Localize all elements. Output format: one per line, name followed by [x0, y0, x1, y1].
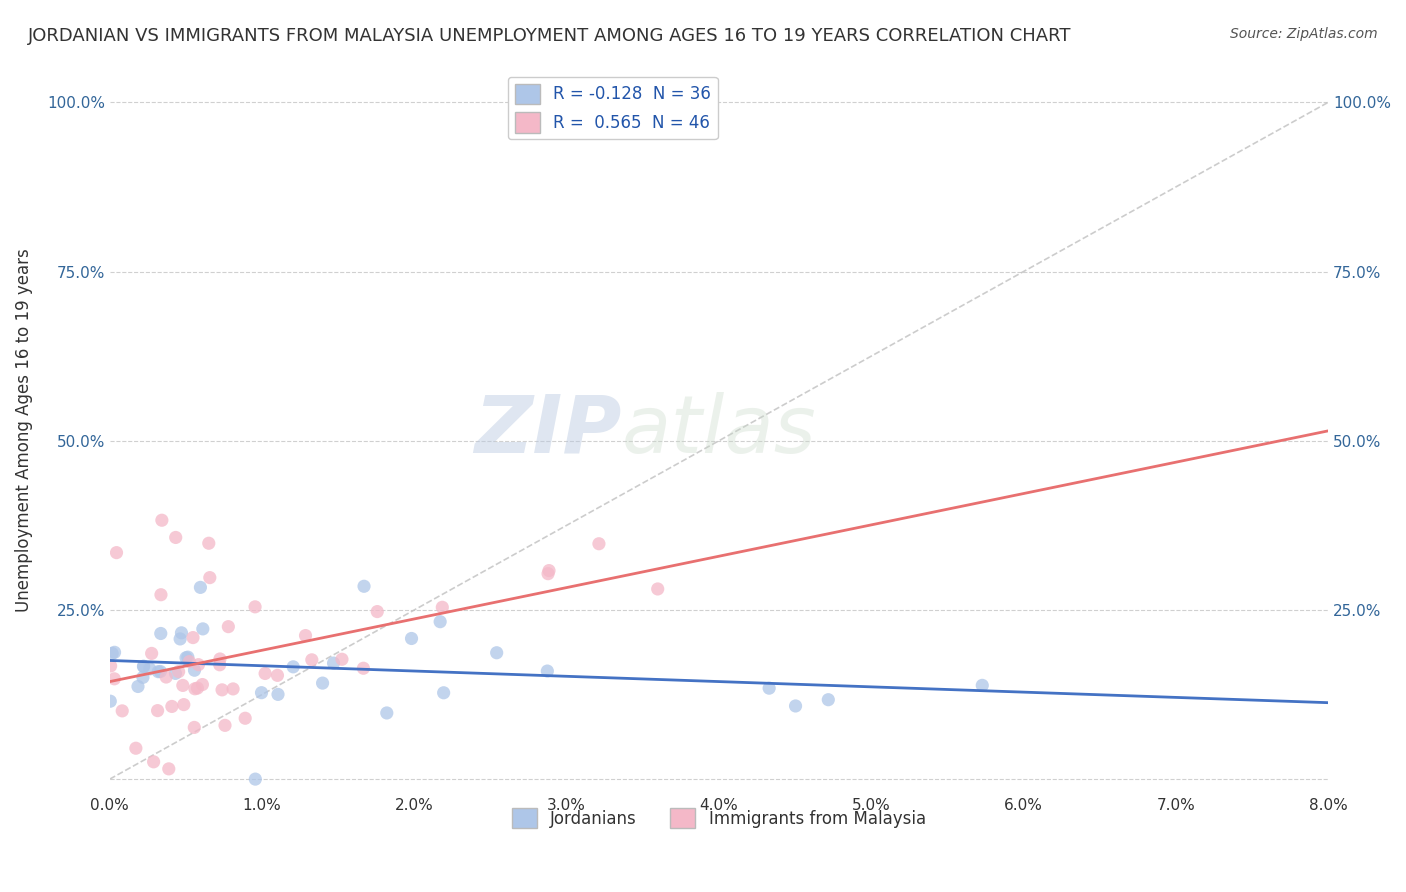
Point: [433, 686, 456, 700]
Point: [183, 663, 205, 677]
Point: [366, 605, 388, 619]
Point: [243, 599, 266, 614]
Point: [146, 704, 169, 718]
Point: [170, 625, 193, 640]
Point: [167, 665, 190, 679]
Point: [190, 581, 212, 595]
Point: [588, 537, 610, 551]
Point: [311, 676, 333, 690]
Point: [157, 762, 180, 776]
Point: [214, 718, 236, 732]
Point: [208, 652, 231, 666]
Point: [174, 650, 197, 665]
Point: [197, 536, 219, 550]
Point: [98, 694, 121, 708]
Point: [150, 513, 173, 527]
Point: [160, 699, 183, 714]
Point: [972, 678, 994, 692]
Point: [222, 681, 245, 696]
Point: [330, 652, 353, 666]
Point: [294, 629, 316, 643]
Point: [322, 656, 344, 670]
Y-axis label: Unemployment Among Ages 16 to 19 years: Unemployment Among Ages 16 to 19 years: [15, 249, 32, 613]
Point: [132, 670, 155, 684]
Point: [267, 687, 290, 701]
Point: [301, 653, 323, 667]
Point: [191, 622, 214, 636]
Point: [266, 668, 288, 682]
Point: [401, 632, 423, 646]
Point: [173, 698, 195, 712]
Point: [785, 698, 807, 713]
Point: [250, 686, 273, 700]
Point: [429, 615, 451, 629]
Point: [105, 546, 128, 560]
Point: [233, 711, 256, 725]
Point: [132, 659, 155, 673]
Point: [155, 670, 177, 684]
Point: [353, 579, 375, 593]
Point: [111, 704, 134, 718]
Point: [103, 645, 125, 659]
Point: [208, 657, 231, 672]
Point: [375, 706, 398, 720]
Point: [165, 666, 187, 681]
Point: [432, 600, 454, 615]
Point: [217, 620, 239, 634]
Point: [149, 665, 172, 679]
Point: [245, 772, 267, 786]
Point: [817, 692, 839, 706]
Text: ZIP: ZIP: [474, 392, 621, 469]
Text: JORDANIAN VS IMMIGRANTS FROM MALAYSIA UNEMPLOYMENT AMONG AGES 16 TO 19 YEARS COR: JORDANIAN VS IMMIGRANTS FROM MALAYSIA UN…: [28, 27, 1071, 45]
Point: [132, 659, 155, 673]
Point: [127, 680, 149, 694]
Point: [485, 646, 508, 660]
Point: [254, 666, 277, 681]
Point: [103, 672, 125, 686]
Point: [758, 681, 780, 695]
Point: [100, 659, 122, 673]
Point: [149, 626, 172, 640]
Point: [183, 720, 205, 734]
Text: atlas: atlas: [621, 392, 817, 469]
Point: [191, 677, 214, 691]
Point: [198, 571, 221, 585]
Point: [283, 660, 305, 674]
Point: [181, 631, 204, 645]
Legend: Jordanians, Immigrants from Malaysia: Jordanians, Immigrants from Malaysia: [505, 801, 932, 835]
Point: [165, 531, 187, 545]
Point: [352, 661, 374, 675]
Text: Source: ZipAtlas.com: Source: ZipAtlas.com: [1230, 27, 1378, 41]
Point: [139, 662, 162, 676]
Point: [536, 664, 558, 678]
Point: [187, 657, 209, 672]
Point: [179, 655, 201, 669]
Point: [211, 682, 233, 697]
Point: [537, 566, 560, 581]
Point: [149, 588, 172, 602]
Point: [142, 755, 165, 769]
Point: [537, 564, 560, 578]
Point: [125, 741, 148, 756]
Point: [172, 678, 194, 692]
Point: [101, 647, 124, 661]
Point: [186, 681, 208, 695]
Point: [148, 665, 170, 679]
Point: [141, 647, 163, 661]
Point: [169, 632, 191, 646]
Point: [647, 582, 669, 596]
Point: [177, 650, 200, 665]
Point: [184, 681, 207, 696]
